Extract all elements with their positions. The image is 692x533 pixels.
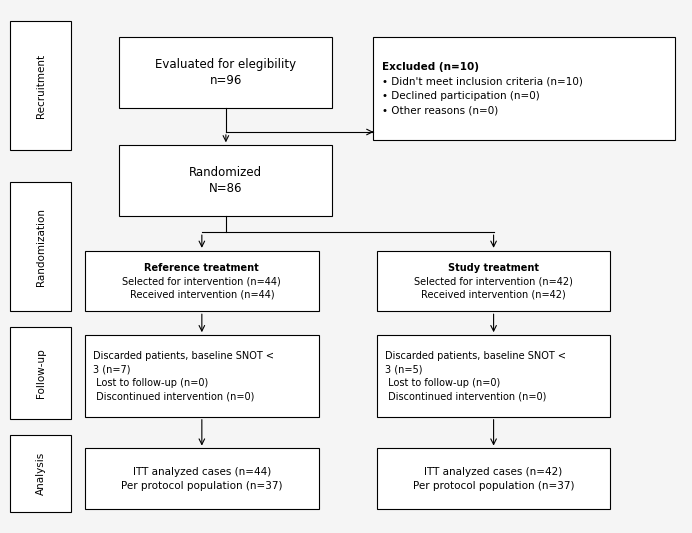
Text: Per protocol population (n=37): Per protocol population (n=37) [121,481,282,491]
Bar [10,21,71,150]
Text: Randomized: Randomized [190,166,262,179]
Bar [10,182,71,311]
Text: • Didn't meet inclusion criteria (n=10): • Didn't meet inclusion criteria (n=10) [382,76,583,86]
Text: Per protocol population (n=37): Per protocol population (n=37) [413,481,574,491]
Text: Lost to follow-up (n=0): Lost to follow-up (n=0) [385,378,500,387]
Bar [374,37,675,140]
Bar [120,145,332,216]
Text: Evaluated for elegibility: Evaluated for elegibility [155,58,296,71]
Text: ITT analyzed cases (n=42): ITT analyzed cases (n=42) [424,466,563,477]
Text: Lost to follow-up (n=0): Lost to follow-up (n=0) [93,378,209,387]
Text: Randomization: Randomization [35,208,46,286]
Bar [377,251,610,311]
Bar [377,335,610,417]
Text: • Other reasons (n=0): • Other reasons (n=0) [382,105,498,115]
Text: Discarded patients, baseline SNOT <: Discarded patients, baseline SNOT < [385,351,566,361]
Text: Recruitment: Recruitment [35,54,46,118]
Text: Selected for intervention (n=44): Selected for intervention (n=44) [122,276,281,286]
Bar [85,251,318,311]
Bar [10,327,71,419]
Bar [85,448,318,509]
Bar [10,435,71,512]
Text: Study treatment: Study treatment [448,263,539,272]
Bar [377,448,610,509]
Text: • Declined participation (n=0): • Declined participation (n=0) [382,91,540,101]
Bar [120,37,332,108]
Bar [85,335,318,417]
Text: Follow-up: Follow-up [35,349,46,398]
Text: N=86: N=86 [209,182,243,196]
Text: Discarded patients, baseline SNOT <: Discarded patients, baseline SNOT < [93,351,275,361]
Text: 3 (n=7): 3 (n=7) [93,364,131,374]
Text: Discontinued intervention (n=0): Discontinued intervention (n=0) [385,391,547,401]
Text: Selected for intervention (n=42): Selected for intervention (n=42) [414,276,573,286]
Text: 3 (n=5): 3 (n=5) [385,364,423,374]
Text: Analysis: Analysis [35,452,46,495]
Text: Received intervention (n=42): Received intervention (n=42) [421,289,566,300]
Text: Reference treatment: Reference treatment [145,263,260,272]
Text: Excluded (n=10): Excluded (n=10) [382,62,479,72]
Text: ITT analyzed cases (n=44): ITT analyzed cases (n=44) [133,466,271,477]
Text: Discontinued intervention (n=0): Discontinued intervention (n=0) [93,391,255,401]
Text: Received intervention (n=44): Received intervention (n=44) [129,289,274,300]
Text: n=96: n=96 [210,74,242,87]
